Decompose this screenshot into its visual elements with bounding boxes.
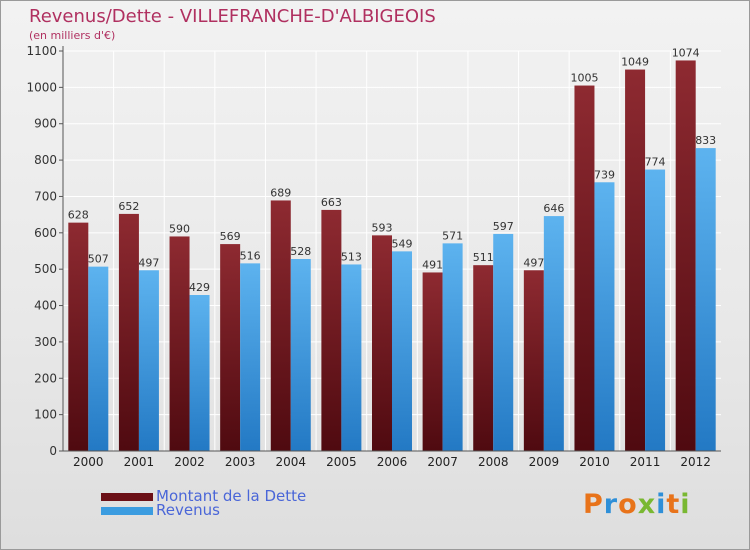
x-tick-label: 2012	[680, 455, 711, 469]
data-label: 516	[240, 249, 261, 262]
data-label: 593	[372, 221, 393, 234]
logo-letter: o	[618, 489, 638, 520]
data-label: 429	[189, 281, 210, 294]
data-label: 646	[543, 202, 564, 215]
data-label: 739	[594, 168, 615, 181]
logo-letter: t	[666, 489, 681, 520]
x-tick-label: 2008	[478, 455, 509, 469]
x-tick-label: 2003	[225, 455, 256, 469]
logo-letter: P	[583, 489, 604, 520]
bar-revenus	[695, 148, 716, 451]
y-tick-label: 0	[49, 444, 57, 458]
data-label: 663	[321, 196, 342, 209]
bar-dette	[220, 244, 241, 451]
data-label: 628	[68, 209, 89, 222]
chart-subtitle: (en milliers d'€)	[29, 29, 116, 42]
x-tick-label: 2011	[630, 455, 661, 469]
y-tick-label: 700	[34, 189, 57, 203]
y-tick-label: 200	[34, 371, 57, 385]
bar-dette	[523, 270, 544, 451]
y-tick-label: 1000	[26, 80, 57, 94]
data-label: 507	[88, 253, 109, 266]
data-label: 497	[523, 256, 544, 269]
data-label: 497	[138, 256, 159, 269]
bar-dette	[321, 209, 342, 451]
chart-title: Revenus/Dette - VILLEFRANCHE-D'ALBIGEOIS	[29, 6, 436, 27]
bar-dette	[625, 69, 646, 451]
data-label: 491	[422, 258, 443, 271]
data-label: 597	[493, 220, 514, 233]
y-tick-label: 400	[34, 299, 57, 313]
data-label: 1005	[570, 72, 598, 85]
logo-letter: x	[637, 489, 657, 520]
bar-dette	[68, 222, 89, 451]
legend-swatch-revenus	[101, 507, 153, 515]
data-label: 652	[118, 200, 139, 213]
bar-revenus	[543, 216, 564, 451]
data-label: 833	[695, 134, 716, 147]
bar-revenus	[442, 243, 463, 451]
bar-revenus	[645, 169, 666, 451]
bar-dette	[169, 236, 190, 451]
logo-letter: i	[656, 489, 667, 520]
bar-dette	[473, 265, 494, 451]
x-tick-label: 2001	[124, 455, 155, 469]
logo-letter: r	[603, 489, 619, 520]
data-label: 571	[442, 229, 463, 242]
bar-revenus	[341, 264, 362, 451]
bar-revenus	[392, 251, 412, 451]
data-label: 511	[473, 251, 494, 264]
data-label: 528	[290, 245, 311, 258]
y-tick-label: 600	[34, 226, 57, 240]
x-tick-label: 2002	[174, 455, 205, 469]
bar-revenus	[290, 259, 311, 451]
y-tick-label: 500	[34, 262, 57, 276]
y-tick-label: 100	[34, 408, 57, 422]
bar-revenus	[189, 295, 210, 451]
data-label: 549	[392, 237, 413, 250]
x-tick-label: 2009	[529, 455, 560, 469]
bar-revenus	[493, 233, 514, 451]
data-label: 513	[341, 250, 362, 263]
x-tick-label: 2006	[377, 455, 408, 469]
y-tick-label: 1100	[26, 44, 57, 58]
y-tick-label: 800	[34, 153, 57, 167]
bar-dette	[270, 200, 291, 451]
data-label: 569	[220, 230, 241, 243]
bar-dette	[372, 235, 392, 451]
data-label: 590	[169, 222, 190, 235]
x-tick-label: 2004	[275, 455, 306, 469]
y-tick-label: 900	[34, 117, 57, 131]
proxiti-logo: Proxiti	[583, 489, 691, 520]
x-tick-label: 2000	[73, 455, 104, 469]
x-tick-label: 2007	[427, 455, 458, 469]
data-label: 1049	[621, 56, 649, 69]
bar-dette	[574, 85, 595, 451]
y-tick-label: 300	[34, 335, 57, 349]
x-tick-label: 2005	[326, 455, 357, 469]
x-tick-label: 2010	[579, 455, 610, 469]
legend-swatch-dette	[101, 493, 153, 501]
bar-revenus	[240, 263, 261, 451]
bar-revenus	[138, 270, 159, 451]
legend-label-revenus: Revenus	[156, 501, 220, 519]
bar-revenus	[594, 182, 615, 452]
data-label: 774	[645, 156, 666, 169]
bar-revenus	[88, 266, 109, 451]
bar-dette	[422, 272, 443, 451]
bar-dette	[675, 60, 696, 452]
legend-label-dette: Montant de la Dette	[156, 487, 307, 505]
data-label: 1074	[672, 46, 700, 59]
data-label: 689	[270, 186, 291, 199]
bar-dette	[118, 213, 139, 451]
logo-letter: i	[680, 489, 691, 520]
